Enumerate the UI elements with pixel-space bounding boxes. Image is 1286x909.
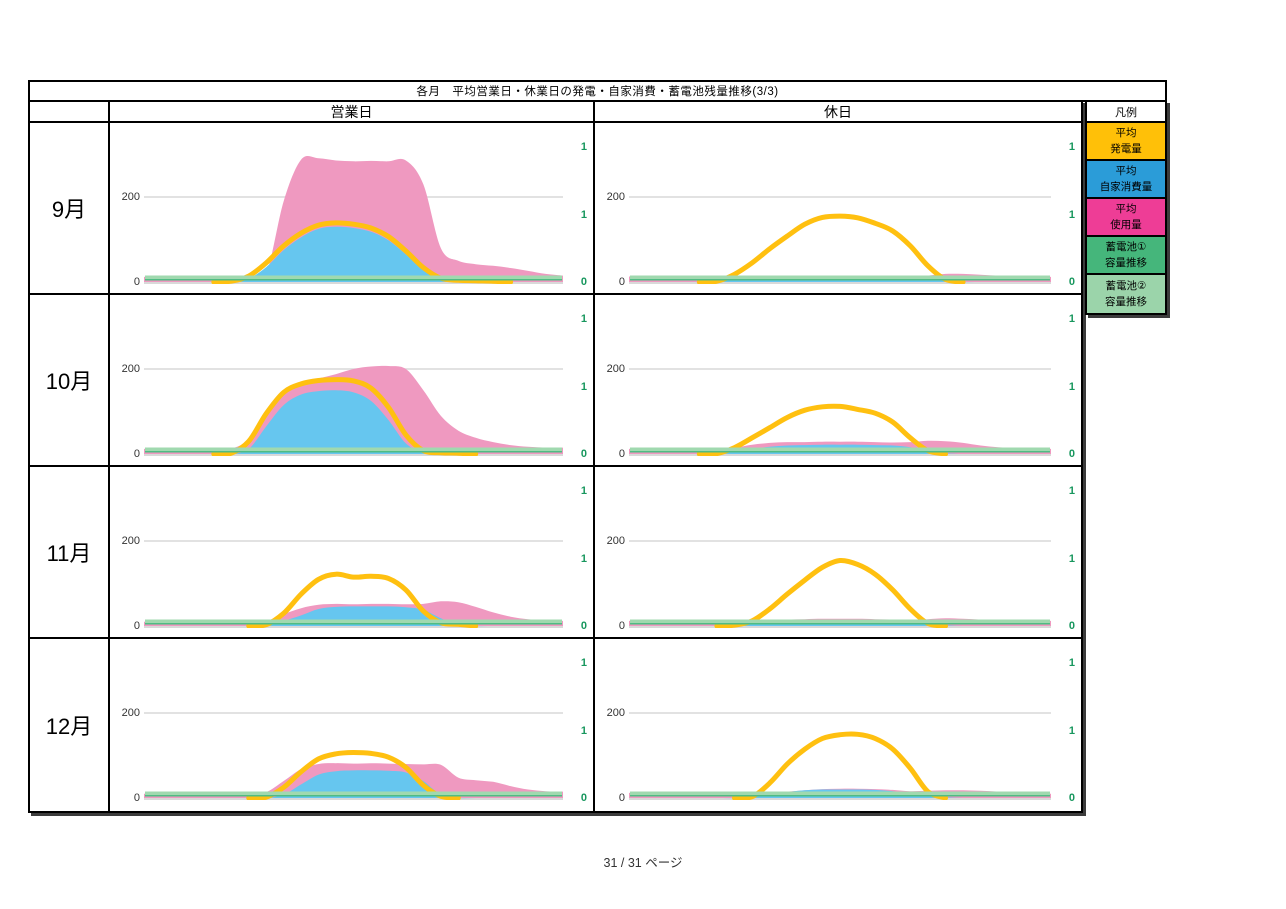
chart-plot — [629, 650, 1051, 800]
y-axis-label-left-0: 0 — [133, 792, 140, 804]
chart-svg-10月-営業日 — [144, 365, 563, 456]
y-axis-label-right-top: 1 — [1068, 657, 1075, 669]
legend-item-label-line2: 自家消費量 — [1099, 181, 1153, 193]
y-axis-label-right-mid: 1 — [580, 381, 587, 393]
y-axis-label-right-0: 0 — [580, 792, 587, 804]
legend-item-1: 平均 発電量 — [1087, 123, 1165, 161]
y-axis-label-right-mid: 1 — [1068, 381, 1075, 393]
report-title: 各月 平均営業日・休業日の発電・自家消費・蓄電池残量推移(3/3) — [28, 80, 1167, 102]
month-label: 10月 — [30, 295, 110, 465]
y-axis-label-left-200: 200 — [121, 191, 140, 203]
y-axis-label-left-200: 200 — [606, 363, 625, 375]
legend-item-label-line2: 使用量 — [1110, 219, 1142, 231]
chart-svg-12月-営業日 — [144, 712, 563, 800]
chart-plot — [629, 478, 1051, 628]
chart-plot — [629, 306, 1051, 456]
legend-item-4: 蓄電池① 容量推移 — [1087, 237, 1165, 275]
chart-plot — [144, 134, 563, 284]
month-row-9月: 9月 200 0 1 1 0 200 0 1 1 0 — [30, 123, 1081, 295]
chart-cell-9月-休日: 200 0 1 1 0 — [595, 123, 1081, 293]
chart-svg-9月-休日 — [629, 196, 1051, 284]
chart-plot — [629, 134, 1051, 284]
legend-item-label-line1: 蓄電池① — [1105, 241, 1147, 253]
y-axis-label-right-top: 1 — [580, 657, 587, 669]
y-axis-label-right-mid: 1 — [580, 725, 587, 737]
y-axis-label-right-0: 0 — [580, 620, 587, 632]
chart-plot — [144, 478, 563, 628]
legend-item-label-line1: 平均 — [1115, 127, 1137, 139]
y-axis-label-right-top: 1 — [580, 485, 587, 497]
y-axis-label-right-top: 1 — [1068, 485, 1075, 497]
chart-cell-11月-休日: 200 0 1 1 0 — [595, 467, 1081, 637]
y-axis-label-right-mid: 1 — [1068, 725, 1075, 737]
legend-item-label-line1: 蓄電池② — [1105, 280, 1147, 292]
chart-cell-11月-営業日: 200 0 1 1 0 — [110, 467, 595, 637]
y-axis-label-right-top: 1 — [1068, 141, 1075, 153]
month-column-header — [30, 102, 110, 121]
chart-svg-10月-休日 — [629, 368, 1051, 456]
y-axis-label-left-200: 200 — [121, 535, 140, 547]
page-number: 31 / 31 ページ — [603, 856, 683, 870]
y-axis-label-right-top: 1 — [1068, 313, 1075, 325]
y-axis-label-left-0: 0 — [618, 792, 625, 804]
month-row-10月: 10月 200 0 1 1 0 200 0 1 1 0 — [30, 295, 1081, 467]
chart-plot — [144, 306, 563, 456]
holiday-column-header: 休日 — [824, 103, 852, 120]
y-axis-label-right-0: 0 — [580, 448, 587, 460]
y-axis-label-left-200: 200 — [121, 707, 140, 719]
month-row-12月: 12月 200 0 1 1 0 200 0 1 1 0 — [30, 639, 1081, 811]
chart-svg-11月-休日 — [629, 540, 1051, 628]
y-axis-label-left-200: 200 — [606, 535, 625, 547]
chart-plot — [144, 650, 563, 800]
legend-item-label-line2: 容量推移 — [1105, 257, 1147, 269]
y-axis-label-right-mid: 1 — [580, 209, 587, 221]
y-axis-label-right-mid: 1 — [1068, 209, 1075, 221]
chart-table: 営業日 休日 9月 200 0 1 1 0 200 0 1 1 0 10月 200 0 1 1 0 200 0 1 1 0… — [28, 100, 1083, 813]
y-axis-label-left-0: 0 — [133, 276, 140, 288]
chart-svg-11月-営業日 — [144, 540, 563, 628]
y-axis-label-left-200: 200 — [606, 707, 625, 719]
y-axis-label-right-top: 1 — [580, 313, 587, 325]
chart-cell-10月-休日: 200 0 1 1 0 — [595, 295, 1081, 465]
chart-cell-10月-営業日: 200 0 1 1 0 — [110, 295, 595, 465]
y-axis-label-right-0: 0 — [1068, 448, 1075, 460]
y-axis-label-right-top: 1 — [580, 141, 587, 153]
chart-svg-9月-営業日 — [144, 155, 563, 284]
y-axis-label-right-mid: 1 — [1068, 553, 1075, 565]
y-axis-label-left-0: 0 — [133, 448, 140, 460]
month-row-11月: 11月 200 0 1 1 0 200 0 1 1 0 — [30, 467, 1081, 639]
month-label: 11月 — [30, 467, 110, 637]
legend-item-label-line1: 平均 — [1115, 203, 1137, 215]
legend-item-label-line1: 平均 — [1115, 165, 1137, 177]
chart-cell-12月-休日: 200 0 1 1 0 — [595, 639, 1081, 811]
business-day-column-header: 営業日 — [110, 102, 595, 121]
legend-item-3: 平均 使用量 — [1087, 199, 1165, 237]
legend-item-label-line2: 容量推移 — [1105, 296, 1147, 308]
y-axis-label-right-0: 0 — [1068, 276, 1075, 288]
legend: 凡例 平均 発電量 平均 自家消費量 平均 使用量 蓄電池① 容量推移 蓄電池② 容量推移 — [1085, 100, 1167, 315]
month-label: 9月 — [30, 123, 110, 293]
chart-cell-12月-営業日: 200 0 1 1 0 — [110, 639, 595, 811]
y-axis-label-left-0: 0 — [618, 276, 625, 288]
y-axis-label-left-200: 200 — [606, 191, 625, 203]
y-axis-label-right-0: 0 — [580, 276, 587, 288]
chart-svg-12月-休日 — [629, 712, 1051, 800]
month-label: 12月 — [30, 639, 110, 811]
y-axis-label-left-0: 0 — [618, 448, 625, 460]
table-header-row: 営業日 休日 — [30, 102, 1081, 123]
y-axis-label-right-mid: 1 — [580, 553, 587, 565]
chart-cell-9月-営業日: 200 0 1 1 0 — [110, 123, 595, 293]
y-axis-label-right-0: 0 — [1068, 792, 1075, 804]
y-axis-label-right-0: 0 — [1068, 620, 1075, 632]
legend-header: 凡例 — [1087, 102, 1165, 123]
legend-item-2: 平均 自家消費量 — [1087, 161, 1165, 199]
y-axis-label-left-200: 200 — [121, 363, 140, 375]
y-axis-label-left-0: 0 — [618, 620, 625, 632]
y-axis-label-left-0: 0 — [133, 620, 140, 632]
legend-item-label-line2: 発電量 — [1110, 143, 1142, 155]
legend-item-5: 蓄電池② 容量推移 — [1087, 275, 1165, 313]
